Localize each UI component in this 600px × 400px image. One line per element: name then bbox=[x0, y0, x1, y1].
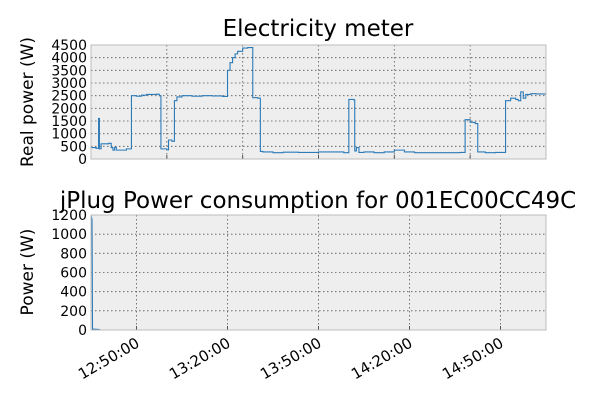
grid-electricity-meter bbox=[91, 45, 546, 159]
y-tick-label: 1000 bbox=[51, 227, 87, 243]
y-tick-label: 4000 bbox=[51, 51, 87, 67]
y-tick-label: 4500 bbox=[51, 38, 87, 54]
plot-frame-electricity-meter bbox=[90, 44, 547, 160]
y-tick-label: 800 bbox=[60, 246, 87, 262]
y-tick-label: 1000 bbox=[51, 127, 87, 143]
y-tick-label: 3000 bbox=[51, 76, 87, 92]
series-line-jplug-power bbox=[90, 214, 101, 331]
chart-jplug-power: 0 200 400 600 800 1000 1200 12:50:00 13:20:00 13… bbox=[18, 188, 576, 383]
y-axis-label-jplug-power: Power (W) bbox=[18, 229, 38, 316]
chart-title-jplug-power: jPlug Power consumption for 001EC00CC49C bbox=[59, 188, 576, 214]
x-tick-labels-jplug-power: 12:50:00 13:20:00 13:50:00 14:20:00 14:50:00 bbox=[75, 334, 506, 383]
y-tick-label: 2500 bbox=[51, 89, 87, 105]
y-tick-label: 200 bbox=[60, 304, 87, 320]
y-tick-label: 1200 bbox=[51, 208, 87, 224]
chart-title-electricity-meter: Electricity meter bbox=[223, 16, 414, 42]
y-tick-label: 0 bbox=[78, 152, 87, 168]
x-tick-label: 14:20:00 bbox=[348, 334, 415, 383]
y-tick-label: 600 bbox=[60, 266, 87, 282]
plot-frame-jplug-power bbox=[90, 214, 547, 331]
y-tick-label: 1500 bbox=[51, 114, 87, 130]
y-axis-label-electricity-meter: Real power (W) bbox=[18, 37, 38, 167]
y-tick-label: 3500 bbox=[51, 63, 87, 79]
y-tick-label: 0 bbox=[78, 323, 87, 339]
grid-jplug-power bbox=[91, 215, 546, 330]
x-tick-label: 12:50:00 bbox=[75, 334, 142, 383]
series-line-electricity-meter bbox=[91, 46, 547, 154]
x-tick-label: 13:20:00 bbox=[166, 334, 233, 383]
x-tick-label: 13:50:00 bbox=[257, 334, 324, 383]
y-tick-label: 500 bbox=[60, 139, 87, 155]
x-tick-label: 14:50:00 bbox=[439, 334, 506, 383]
y-tick-label: 2000 bbox=[51, 101, 87, 117]
y-tick-label: 400 bbox=[60, 285, 87, 301]
y-tick-labels-jplug-power: 0 200 400 600 800 1000 1200 bbox=[51, 208, 87, 339]
